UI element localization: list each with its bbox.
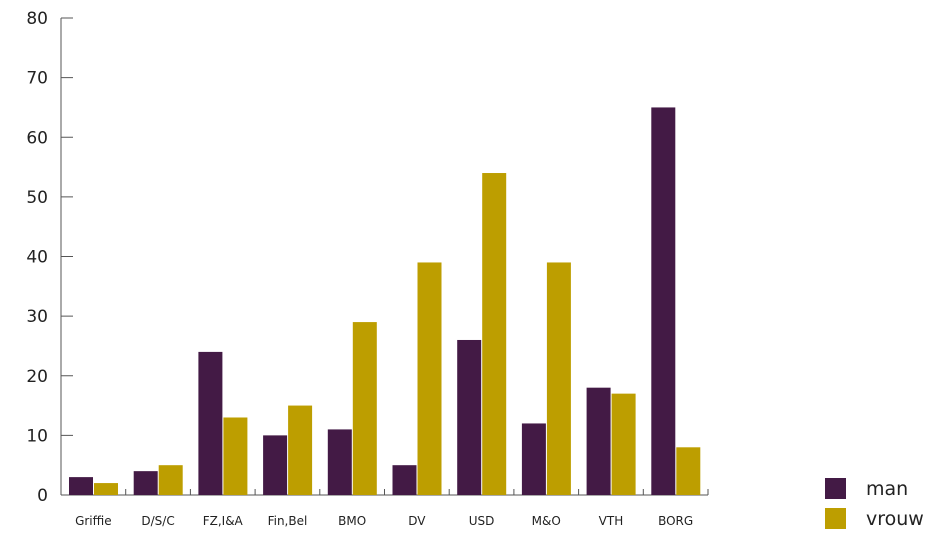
legend-label-vrouw: vrouw [866,508,924,530]
y-tick-label: 30 [26,307,48,327]
bar-man-2 [198,351,223,495]
x-tick-label: Griffie [75,514,112,528]
bar-vrouw-7 [546,262,571,495]
bar-man-3 [263,435,288,495]
y-tick-label: 70 [26,69,48,89]
bar-vrouw-0 [94,483,118,495]
bar-vrouw-5 [417,262,442,495]
y-tick-label: 60 [26,128,48,148]
legend: man vrouw [825,478,924,530]
bar-vrouw-8 [611,393,636,495]
legend-swatch-man [825,478,846,499]
bar-vrouw-4 [352,322,377,495]
y-axis: 0 10 20 30 40 50 60 70 80 [26,9,73,506]
bar-vrouw-6 [482,173,507,495]
legend-label-man: man [866,478,908,500]
x-tick-label: USD [469,514,495,528]
bar-man-8 [586,387,611,495]
bar-man-5 [392,465,417,495]
bar-man-9 [651,107,676,495]
y-tick-label: 20 [26,367,48,387]
y-tick-label: 80 [26,9,48,29]
y-tick-label: 50 [26,188,48,208]
x-tick-label: BMO [338,514,366,528]
bar-man-4 [327,429,352,495]
bar-vrouw-3 [288,405,313,495]
bar-man-6 [457,339,482,495]
bar-vrouw-2 [223,417,248,495]
y-tick-label: 0 [37,486,48,506]
x-axis: Griffie D/S/C FZ,I&A Fin,Bel BMO DV USD M&O VTH B… [61,489,709,528]
x-tick-label: M&O [532,514,561,528]
x-tick-label: DV [408,514,426,528]
bars [69,107,701,495]
y-tick-label: 40 [26,248,48,268]
bar-vrouw-1 [158,465,183,495]
legend-swatch-vrouw [825,508,846,529]
bar-man-7 [521,423,546,495]
x-tick-label: D/S/C [141,514,174,528]
bar-vrouw-9 [676,447,701,495]
bar-man-0 [69,477,93,495]
bar-man-1 [133,471,158,495]
x-tick-label: FZ,I&A [203,514,244,528]
x-tick-label: VTH [599,514,624,528]
y-tick-label: 10 [26,426,48,446]
x-tick-label: Fin,Bel [268,514,308,528]
x-tick-label: BORG [658,514,693,528]
